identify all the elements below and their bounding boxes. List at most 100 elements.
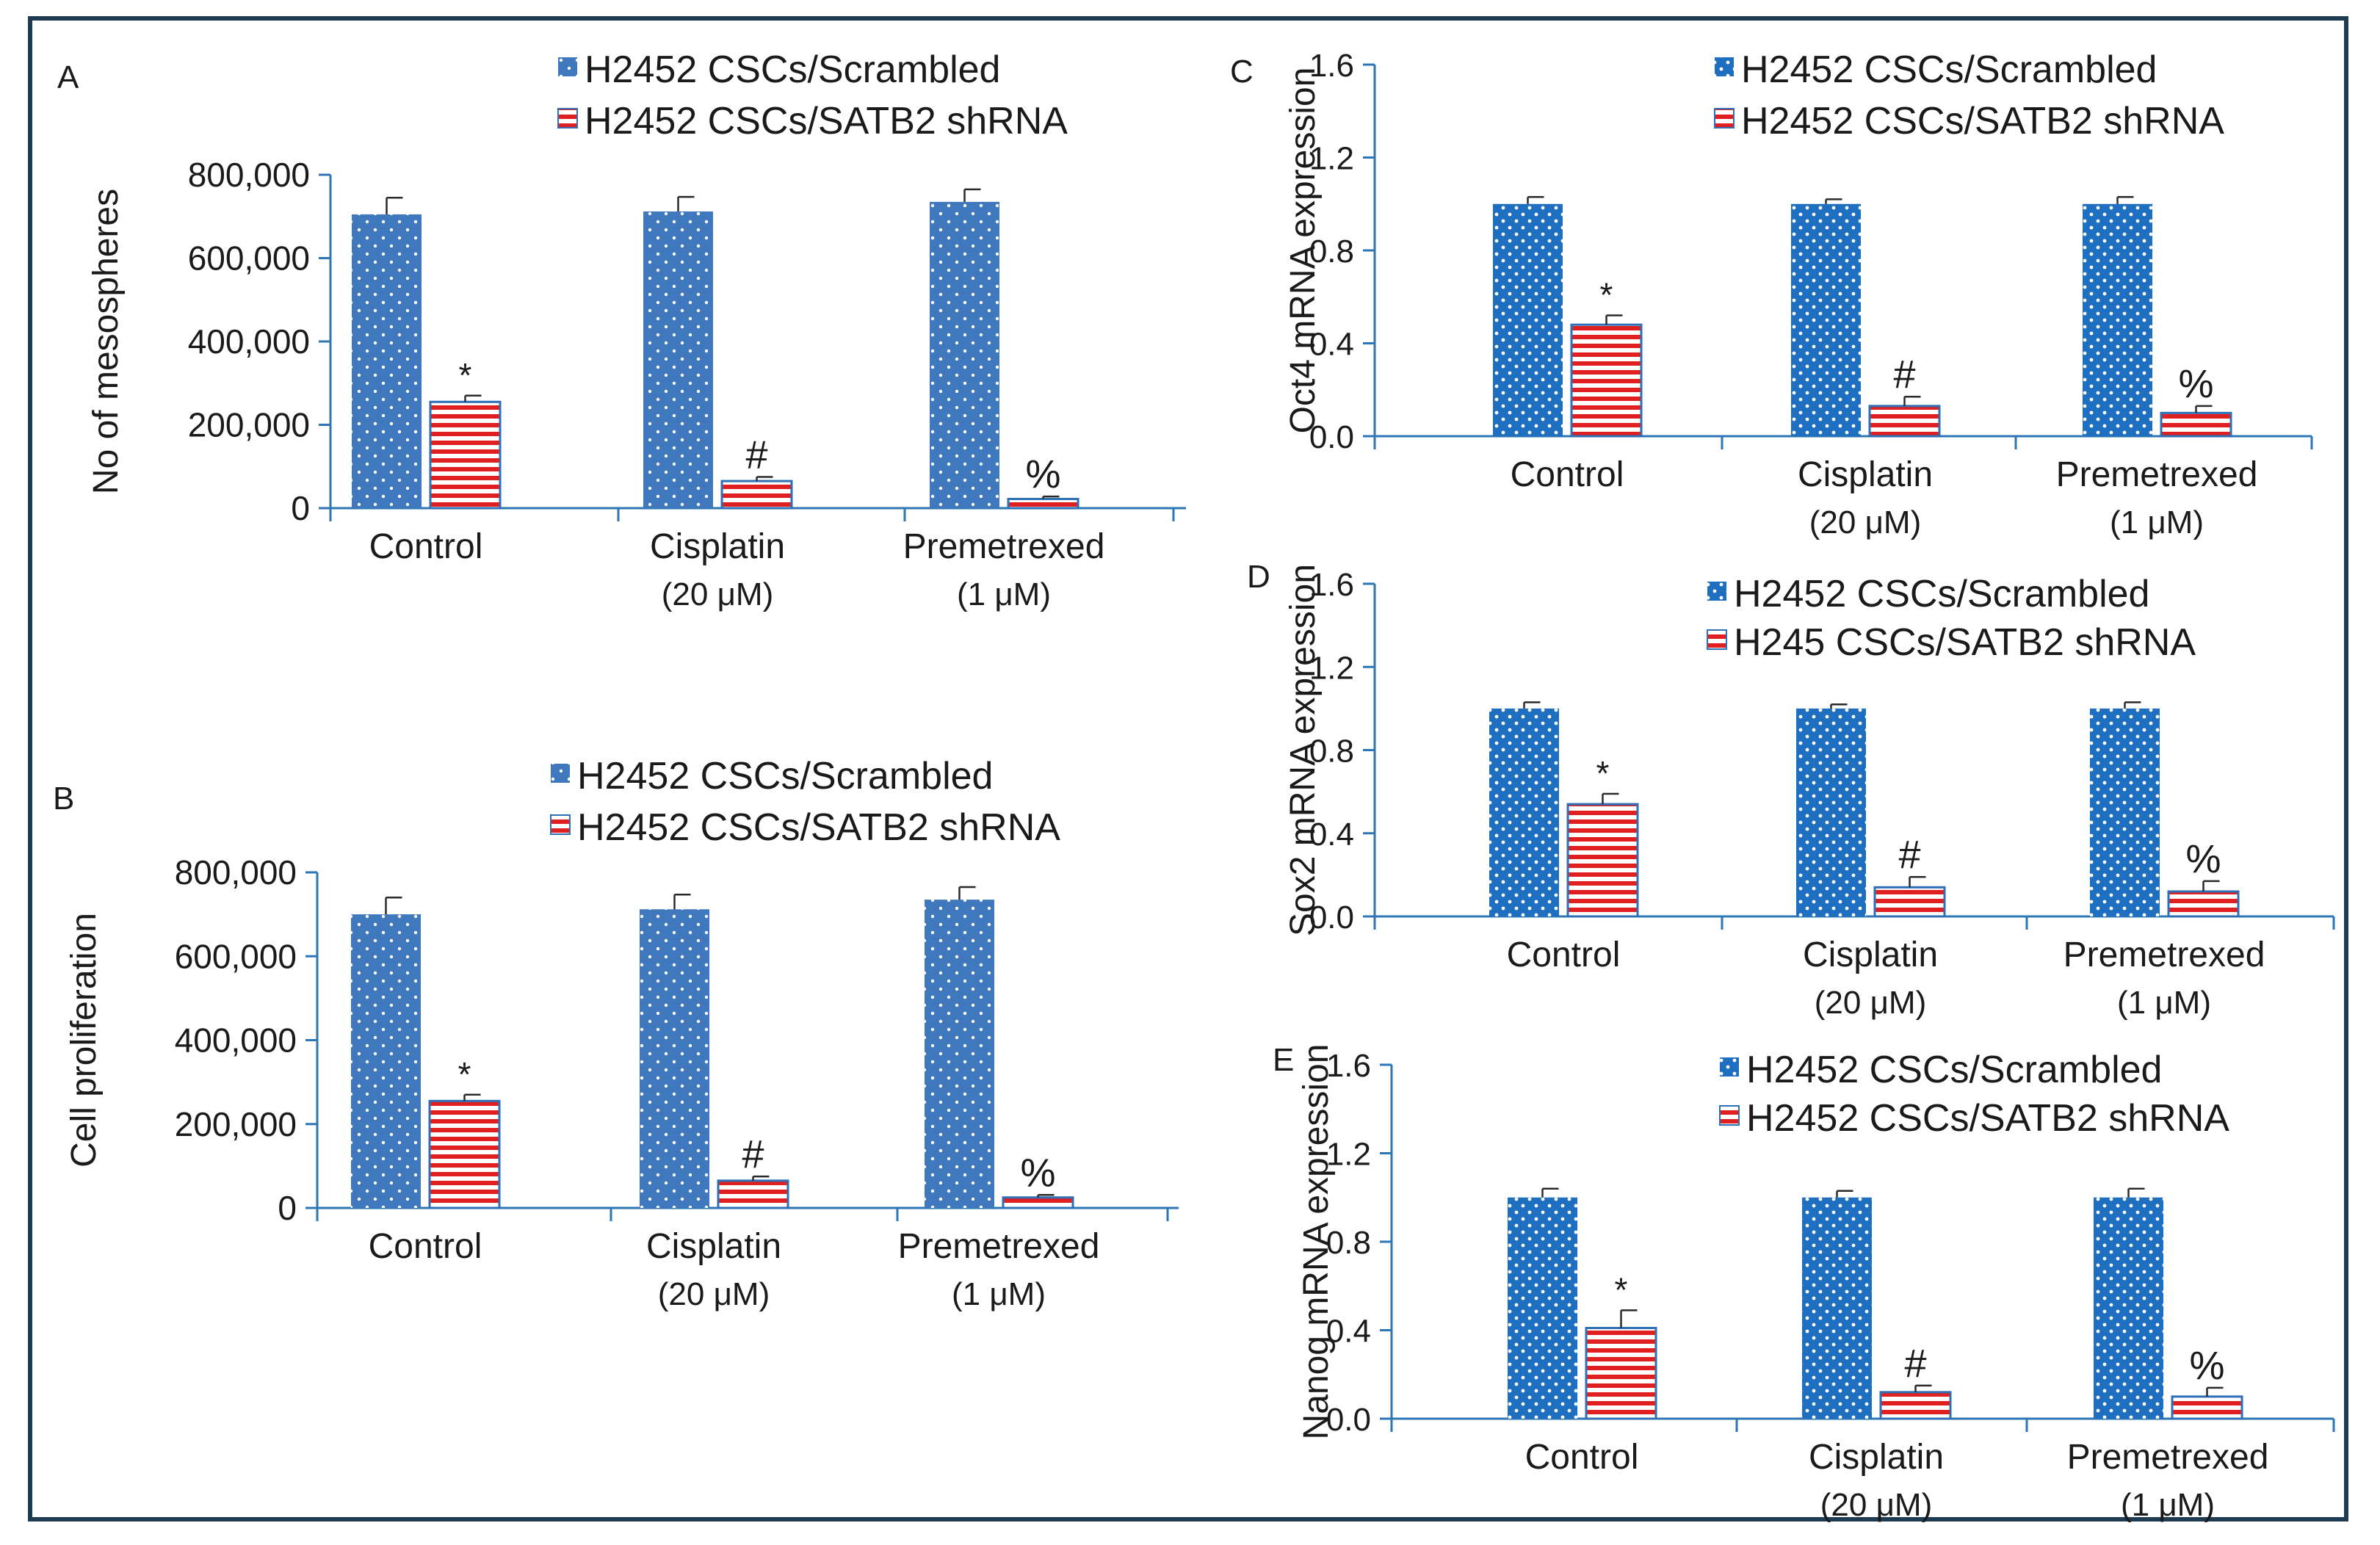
y-tick-label: 1.2: [1309, 141, 1354, 177]
bar-shrna: [717, 1179, 789, 1209]
legend-swatch-shrna: [1707, 629, 1727, 650]
y-tick-label: 600,000: [175, 937, 297, 975]
bar-shrna: [1879, 1391, 1952, 1420]
y-tick-label: 1.6: [1309, 567, 1354, 603]
y-tick-label: 200,000: [175, 1105, 297, 1143]
y-tick-label: 0.4: [1326, 1314, 1371, 1350]
category-label: Premetrexed: [2056, 455, 2258, 494]
category-label: (1 μM): [2117, 985, 2211, 1021]
category-label: Control: [1507, 936, 1621, 974]
y-axis-label: Nanog mRNA expression: [1297, 1044, 1336, 1440]
legend-swatch-scrambled: [1707, 582, 1726, 601]
category-label: Premetrexed: [903, 527, 1105, 566]
legend-swatch-shrna: [1719, 1105, 1740, 1126]
bar-scrambled: [643, 211, 713, 508]
legend-swatch-shrna: [1714, 108, 1735, 129]
bar-scrambled: [352, 214, 422, 508]
bar-shrna: [1566, 803, 1639, 918]
significance-mark: %: [2185, 837, 2221, 881]
significance-mark: #: [1904, 1342, 1926, 1386]
category-label: Control: [1511, 455, 1624, 494]
category-label: Control: [369, 527, 483, 566]
category-label: Control: [369, 1227, 482, 1266]
category-label: Cisplatin: [650, 527, 785, 566]
category-label: Cisplatin: [646, 1227, 781, 1266]
y-tick-label: 800,000: [188, 156, 310, 194]
y-tick-label: 400,000: [175, 1021, 297, 1060]
significance-mark: #: [742, 1132, 764, 1176]
y-tick-label: 0.8: [1309, 734, 1354, 770]
category-label: (20 μM): [662, 576, 773, 612]
y-tick-label: 1.6: [1326, 1048, 1371, 1084]
bar-scrambled: [1508, 1197, 1577, 1419]
significance-mark: %: [2189, 1344, 2224, 1388]
panel-b: B 0 200,000 400,000 600,000 800,000 Cell proli…: [53, 755, 1179, 1312]
legend-label: H2452 CSCs/SATB2 shRNA: [577, 806, 1060, 849]
category-label: Cisplatin: [1809, 1438, 1944, 1477]
significance-mark: #: [1893, 352, 1915, 397]
y-tick-label: 600,000: [188, 239, 310, 278]
bar-shrna: [428, 1099, 501, 1209]
bar-scrambled: [925, 900, 994, 1208]
category-label: (20 μM): [1809, 504, 1921, 540]
legend-label: H2452 CSCs/Scrambled: [1741, 48, 2157, 91]
category-label: (20 μM): [1815, 985, 1926, 1021]
category-label: (1 μM): [957, 576, 1051, 612]
y-axis-label: Cell proliferation: [65, 913, 104, 1168]
significance-mark: %: [1025, 452, 1060, 496]
bar-scrambled: [1796, 708, 1866, 916]
bar-shrna: [1868, 405, 1941, 438]
legend-swatch-shrna: [550, 814, 571, 835]
y-tick-label: 0: [278, 1189, 297, 1227]
bar-scrambled: [930, 201, 999, 508]
category-label: Premetrexed: [2063, 936, 2265, 974]
bar-shrna: [2167, 890, 2240, 918]
bar-scrambled: [640, 909, 709, 1208]
legend-swatch-shrna: [557, 108, 578, 129]
y-tick-label: 0.4: [1309, 327, 1354, 363]
panel-label: C: [1230, 54, 1254, 90]
y-tick-label: 200,000: [188, 406, 310, 444]
legend-label: H2452 CSCs/SATB2 shRNA: [585, 100, 1068, 142]
y-axis-label: Oct4 mRNA expression: [1284, 68, 1323, 434]
y-tick-label: 0.4: [1309, 817, 1354, 853]
y-tick-label: 0.8: [1326, 1225, 1371, 1261]
bar-scrambled: [2094, 1197, 2163, 1419]
y-tick-label: 1.2: [1309, 650, 1354, 686]
legend-label: H2452 CSCs/SATB2 shRNA: [1741, 100, 2224, 142]
bar-shrna: [429, 400, 502, 510]
y-tick-label: 0: [291, 489, 310, 527]
bar-shrna: [1873, 886, 1946, 918]
panel-label: B: [53, 781, 74, 817]
category-label: (20 μM): [658, 1276, 770, 1312]
bar-scrambled: [1493, 203, 1563, 436]
y-tick-label: 400,000: [188, 322, 310, 361]
bar-scrambled: [1489, 708, 1559, 916]
panel-label: D: [1247, 559, 1270, 595]
bar-shrna: [1585, 1326, 1657, 1420]
significance-mark: *: [1596, 754, 1610, 792]
legend-swatch-scrambled: [1715, 57, 1734, 76]
y-tick-label: 0.0: [1309, 900, 1354, 936]
legend-label: H2452 CSCs/Scrambled: [577, 755, 993, 797]
significance-mark: #: [745, 433, 767, 477]
y-tick-label: 1.6: [1309, 48, 1354, 84]
y-tick-label: 0.8: [1309, 234, 1354, 269]
significance-mark: *: [1600, 276, 1613, 314]
significance-mark: %: [2178, 362, 2213, 406]
y-tick-label: 0.0: [1309, 419, 1354, 455]
bar-scrambled: [1802, 1197, 1872, 1419]
legend-label: H245 CSCs/SATB2 shRNA: [1734, 621, 2196, 664]
bar-shrna: [2160, 411, 2232, 438]
y-tick-label: 1.2: [1326, 1137, 1371, 1173]
bar-scrambled: [1791, 203, 1861, 436]
panel-a: A 0 200,000 400,000 600,000 800,000 No of meso…: [57, 48, 1186, 612]
significance-mark: #: [1898, 833, 1920, 877]
legend-swatch-scrambled: [551, 764, 570, 783]
legend-swatch-scrambled: [1720, 1057, 1739, 1077]
legend-label: H2452 CSCs/Scrambled: [1734, 573, 2149, 615]
significance-mark: %: [1020, 1151, 1055, 1195]
panel-label: E: [1273, 1042, 1294, 1078]
